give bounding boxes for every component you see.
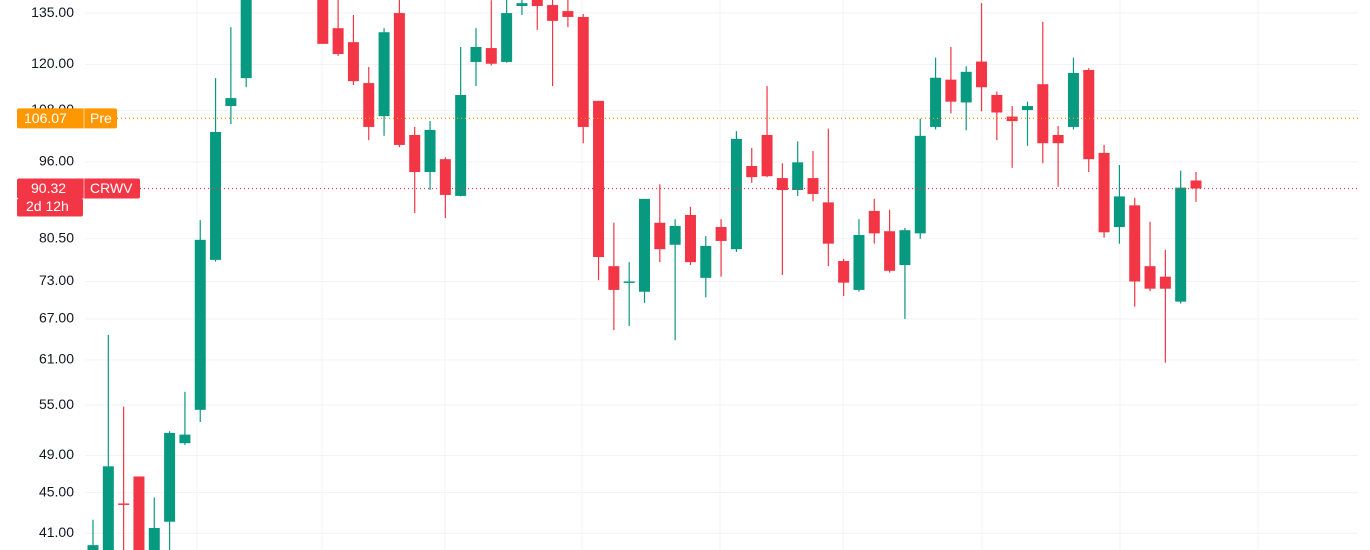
candle-body	[393, 13, 405, 145]
candle-body	[1006, 116, 1018, 122]
candle-body	[439, 159, 451, 195]
candle-body	[884, 231, 896, 271]
candle-body	[1098, 152, 1110, 233]
candle-body	[332, 28, 344, 55]
countdown: 2d 12h	[26, 198, 69, 214]
candle-body	[531, 0, 543, 7]
price-tags: 106.07 Pre 90.32 CRWV 2d 12h	[17, 108, 1358, 217]
candle-body	[1144, 266, 1156, 289]
candle-body	[1159, 276, 1171, 289]
candle-body	[179, 434, 191, 444]
y-tick-label: 96.00	[39, 153, 74, 169]
candle-body	[1021, 106, 1033, 111]
candle-body	[317, 0, 329, 44]
candle-body	[976, 61, 988, 88]
candles	[87, 0, 1202, 550]
candle-body	[746, 166, 758, 178]
candle-body	[118, 503, 130, 505]
candle-body	[654, 222, 666, 250]
candle-body	[424, 129, 436, 173]
candle-body	[516, 3, 528, 7]
candle-body	[1175, 187, 1187, 302]
candle-body	[945, 79, 957, 102]
y-tick-label: 135.00	[31, 4, 74, 20]
candle-body	[470, 47, 482, 62]
candle-body	[761, 134, 773, 177]
last-price: 90.32	[31, 180, 66, 196]
y-axis: 41.00 45.00 49.00 55.00 61.00 67.00 73.00 80.50…	[31, 4, 74, 540]
candle-body	[1083, 69, 1095, 160]
y-tick-label: 49.00	[39, 446, 74, 462]
candle-body	[164, 432, 176, 522]
y-tick-label: 45.00	[39, 483, 74, 499]
candle-body	[730, 138, 742, 250]
y-tick-label: 41.00	[39, 524, 74, 540]
candle-body	[240, 0, 252, 79]
y-tick-label: 120.00	[31, 55, 74, 71]
candle-body	[225, 98, 237, 107]
candle-body	[853, 234, 865, 290]
candle-body	[868, 210, 880, 234]
candle-body	[930, 77, 942, 127]
premarket-tag-bg	[17, 108, 117, 129]
candle-body	[914, 135, 926, 234]
candle-body	[194, 239, 206, 410]
premarket-price: 106.07	[24, 110, 67, 126]
candle-body	[593, 100, 605, 258]
candle-body	[807, 178, 819, 194]
candle-body	[1037, 84, 1049, 144]
candle-body	[455, 94, 467, 196]
candle-body	[363, 83, 375, 127]
candle-body	[684, 215, 696, 263]
candle-body	[102, 466, 114, 550]
candle-body	[960, 71, 972, 103]
y-tick-label: 55.00	[39, 396, 74, 412]
candle-body	[899, 230, 911, 266]
countdown-bg	[17, 198, 83, 217]
candle-body	[485, 48, 497, 64]
candle-body	[409, 134, 421, 173]
candle-body	[1190, 180, 1202, 189]
candle-body	[1129, 205, 1141, 282]
candle-body	[715, 226, 727, 241]
candle-body	[776, 178, 788, 191]
candle-body	[210, 132, 222, 260]
y-tick-label: 67.00	[39, 310, 74, 326]
candle-body	[669, 225, 681, 245]
candle-body	[1067, 72, 1079, 127]
y-tick-label: 73.00	[39, 272, 74, 288]
candle-body	[148, 527, 160, 550]
candle-body	[1052, 134, 1064, 144]
candle-body	[608, 266, 620, 290]
candle-body	[347, 42, 359, 82]
candle-body	[700, 245, 712, 278]
candle-body	[378, 32, 390, 117]
y-tick-label: 80.50	[39, 229, 74, 245]
candle-body	[547, 5, 559, 21]
vertical-grid	[196, 0, 1259, 550]
candle-body	[577, 16, 589, 127]
candle-body	[501, 13, 513, 62]
candle-body	[838, 261, 850, 283]
candle-body	[87, 545, 99, 550]
last-tag-bg	[17, 178, 140, 199]
candle-body	[639, 198, 650, 292]
candle-body	[623, 281, 635, 283]
candle-body	[792, 162, 804, 191]
symbol: CRWV	[90, 180, 133, 196]
candle-body	[562, 11, 574, 17]
candle-body	[1113, 196, 1125, 227]
candle-body	[991, 94, 1003, 113]
premarket-tag: Pre	[90, 110, 112, 126]
candle-body	[822, 202, 834, 244]
y-tick-label: 61.00	[39, 351, 74, 367]
candle-body	[133, 476, 145, 550]
